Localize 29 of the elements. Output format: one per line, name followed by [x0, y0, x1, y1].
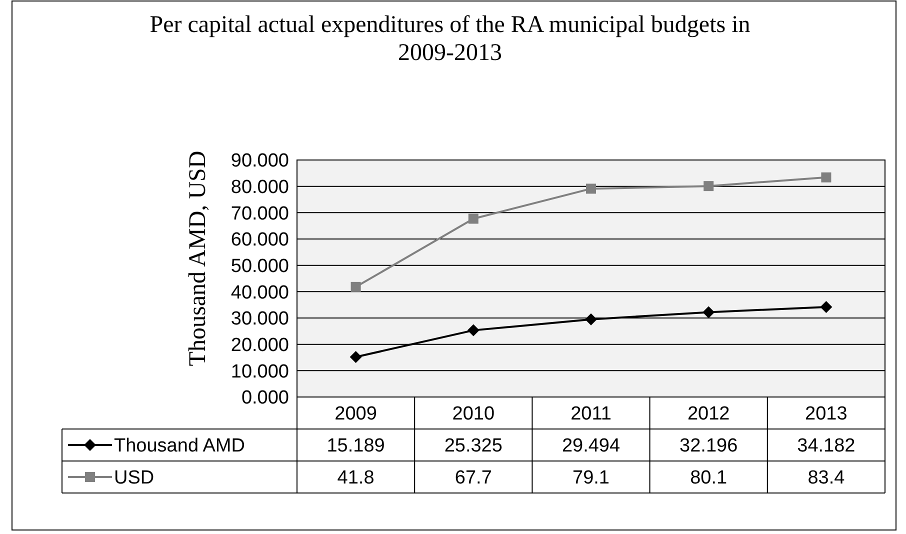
data-label: 80.1 — [690, 468, 728, 489]
legend-label: USD — [114, 468, 154, 489]
y-tick-label: 40.000 — [230, 282, 289, 304]
data-label: 15.189 — [326, 436, 385, 457]
x-tick-label: 2013 — [805, 404, 848, 425]
y-tick-label: 50.000 — [230, 256, 289, 277]
data-label: 29.494 — [562, 436, 620, 457]
y-tick-label: 80.000 — [230, 176, 289, 198]
y-axis-title: Thousand AMD, USD — [185, 150, 211, 366]
data-label: 32.196 — [680, 436, 738, 457]
x-tick-label: 2009 — [334, 404, 377, 425]
data-label: 83.4 — [808, 468, 846, 489]
y-tick-label: 60.000 — [230, 230, 289, 251]
data-label: 79.1 — [572, 468, 610, 489]
y-tick-label: 0.000 — [241, 388, 289, 409]
chart-title: Per capital actual expenditures of the RA municipal budgets in 2009-2013 — [150, 12, 750, 66]
data-label: 25.325 — [444, 436, 502, 457]
legend-label: Thousand AMD — [114, 436, 245, 457]
y-tick-label: 10.000 — [230, 361, 289, 382]
y-tick-label: 70.000 — [230, 203, 289, 224]
y-tick-label: 90.000 — [230, 150, 289, 172]
x-tick-label: 2011 — [570, 404, 612, 425]
data-label: 67.7 — [454, 468, 492, 489]
y-tick-label: 30.000 — [230, 308, 289, 330]
data-label: 34.182 — [797, 436, 856, 457]
x-tick-label: 2010 — [452, 404, 495, 425]
x-tick-label: 2012 — [687, 404, 730, 425]
y-tick-label: 20.000 — [230, 334, 289, 356]
data-label: 41.8 — [337, 468, 374, 489]
